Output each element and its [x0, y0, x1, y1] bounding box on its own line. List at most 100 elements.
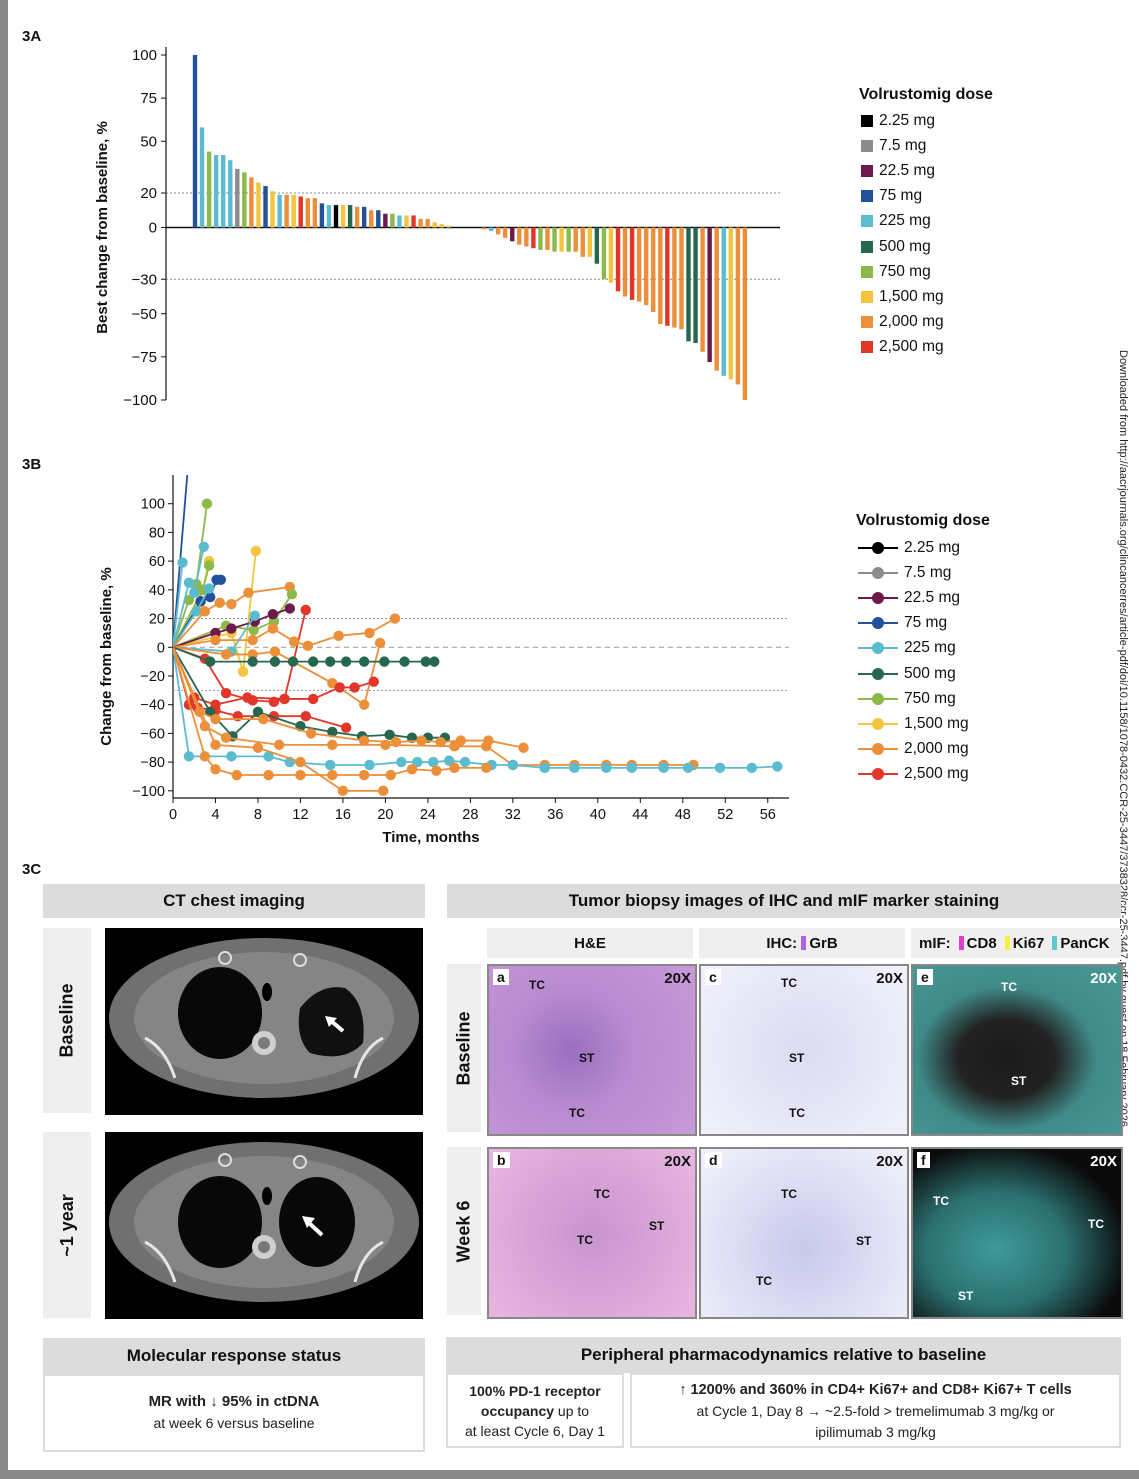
swatch-icon	[861, 290, 873, 303]
waterfall-chart: 100 75 50 20 0 −30 −50 −75 −100 Best change from …	[94, 47, 780, 409]
y-tick-label: −75	[132, 349, 157, 366]
patient-point	[337, 785, 349, 797]
patient-point	[286, 588, 298, 600]
x-tick-label: 0	[169, 807, 177, 823]
patient-point	[252, 742, 264, 753]
region-tag: ST	[579, 1051, 595, 1065]
patient-point	[199, 606, 211, 617]
patient-point	[368, 676, 379, 687]
waterfall-bar	[658, 227, 663, 325]
biopsy-tile-c: c 20X TC ST TC	[699, 964, 909, 1136]
y-tick-label: −20	[140, 669, 165, 685]
legend-3b: 2.25 mg 7.5 mg 22.5 mg 75 mg 225 mg 500 mg 750…	[858, 535, 969, 787]
legend-item: 22.5 mg	[858, 585, 969, 610]
mif-marker-2: PanCK	[1052, 935, 1110, 952]
swatch-icon	[861, 190, 873, 203]
patient-point	[364, 627, 375, 639]
waterfall-bar	[636, 227, 642, 302]
waterfall-bar	[354, 206, 360, 228]
legend-item: 225 mg	[858, 636, 969, 661]
y-tick-label: −40	[140, 698, 165, 714]
swatch-icon	[861, 240, 873, 253]
swatch-icon	[861, 114, 873, 127]
patient-point	[295, 769, 306, 781]
waterfall-bar	[319, 203, 325, 228]
col-header-ihc: IHC: GrB	[699, 928, 905, 958]
waterfall-bar	[263, 186, 268, 228]
waterfall-bar	[587, 227, 592, 257]
legend-label: 7.5 mg	[904, 563, 952, 581]
patient-point	[399, 656, 410, 667]
line-marker-icon	[858, 743, 898, 756]
region-tag: TC	[577, 1233, 593, 1247]
line-marker-icon	[858, 667, 898, 680]
waterfall-bar	[213, 155, 219, 228]
patient-point	[406, 764, 418, 775]
legend-label: 2,000 mg	[904, 740, 969, 758]
patient-point	[324, 656, 336, 667]
legend-item: 2,500 mg	[858, 762, 969, 787]
patient-point	[380, 739, 391, 751]
biopsy-row-label-baseline: Baseline	[447, 964, 481, 1132]
ct-header: CT chest imaging	[43, 884, 425, 918]
magnification-label: 20X	[664, 1153, 691, 1170]
legend-item: 75 mg	[861, 184, 944, 209]
patient-point	[263, 751, 274, 762]
y-tick-label: 60	[149, 554, 165, 570]
waterfall-bar	[326, 205, 332, 228]
legend-item: 225 mg	[861, 209, 944, 234]
waterfall-bar	[362, 206, 367, 228]
y-tick-label: −50	[132, 306, 157, 323]
waterfall-bar	[531, 227, 536, 249]
patient-point	[226, 623, 237, 634]
legend-label: 500 mg	[879, 237, 931, 255]
waterfall-bar	[735, 227, 741, 385]
region-tag: TC	[529, 978, 545, 992]
waterfall-bar	[580, 227, 585, 257]
swatch-icon	[861, 341, 873, 354]
legend-label: 225 mg	[879, 212, 931, 230]
patient-point	[302, 640, 314, 652]
region-tag: ST	[649, 1219, 665, 1233]
waterfall-bar	[256, 182, 261, 228]
waterfall-bar	[594, 227, 600, 264]
legend-item: 1,500 mg	[861, 284, 944, 309]
molecular-header: Molecular response status	[43, 1338, 425, 1374]
figure-page: 3A 100 75 50 20 0 −30 −50 −75 −100 Best change fr…	[8, 0, 1139, 1470]
patient-point	[287, 656, 299, 667]
magnification-label: 20X	[664, 970, 691, 987]
patient-point	[263, 769, 274, 781]
waterfall-bar	[651, 227, 656, 313]
patient-point	[333, 630, 344, 641]
patient-point	[199, 721, 211, 732]
x-axis-title: Time, months	[382, 829, 479, 846]
y-axis-title: Change from baseline, %	[98, 567, 115, 745]
patient-point	[449, 741, 460, 752]
waterfall-bar	[404, 215, 409, 228]
patient-point	[189, 587, 200, 598]
x-tick-label: 16	[335, 807, 351, 823]
patient-point	[327, 739, 338, 751]
biopsy-row-label-week6: Week 6	[447, 1147, 481, 1315]
legend-item: 7.5 mg	[861, 133, 944, 158]
waterfall-bar	[376, 210, 381, 228]
waterfall-bar	[333, 205, 339, 228]
legend-label: 75 mg	[904, 614, 948, 632]
waterfall-bar	[538, 227, 543, 250]
patient-point	[295, 756, 306, 768]
tile-letter: f	[917, 1152, 930, 1168]
patient-point	[284, 603, 296, 614]
region-tag: TC	[789, 1106, 805, 1120]
y-tick-label: 100	[141, 497, 165, 513]
patient-point	[324, 759, 336, 771]
waterfall-bar	[270, 191, 275, 228]
legend-item: 750 mg	[861, 259, 944, 284]
patient-point	[307, 693, 319, 705]
waterfall-bar	[305, 198, 310, 228]
x-tick-label: 48	[675, 807, 691, 823]
x-tick-label: 4	[211, 807, 219, 823]
x-tick-label: 24	[420, 807, 436, 823]
x-tick-label: 12	[292, 807, 308, 823]
legend-label: 1,500 mg	[879, 287, 944, 305]
mif-marker-0: CD8	[958, 935, 997, 952]
